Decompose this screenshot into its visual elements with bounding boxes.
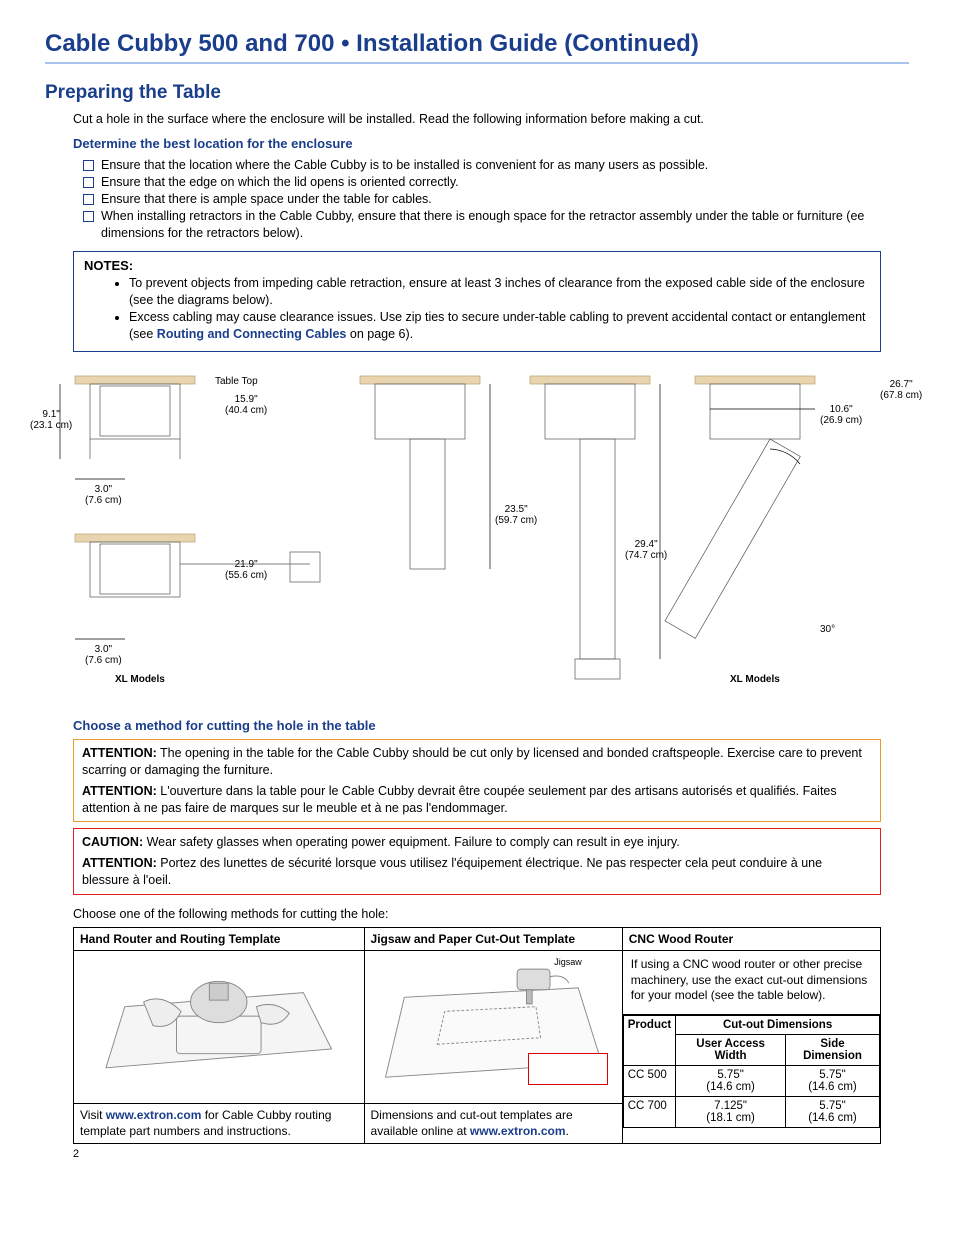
dim: (74.7 cm) (625, 550, 667, 561)
dim: (55.6 cm) (225, 570, 267, 581)
dim: (7.6 cm) (85, 655, 122, 666)
dim: (7.6 cm) (85, 495, 122, 506)
caution-text: Wear safety glasses when operating power… (147, 835, 680, 849)
router-image-cell (74, 951, 365, 1104)
td-product: CC 700 (623, 1096, 675, 1127)
note-item: Excess cabling may cause clearance issue… (129, 309, 870, 343)
th-side: Side Dimension (785, 1034, 879, 1065)
note-text-after: on page 6). (346, 327, 413, 341)
subheading-cutting: Choose a method for cutting the hole in … (73, 718, 909, 733)
page-title: Cable Cubby 500 and 700 • Installation G… (45, 30, 909, 64)
page-number: 2 (73, 1148, 909, 1160)
method-header: Jigsaw and Paper Cut-Out Template (364, 928, 622, 951)
attention-text: The opening in the table for the Cable C… (82, 746, 862, 777)
dim: 10.6" (830, 404, 853, 415)
th-product: Product (623, 1015, 675, 1065)
dim: (59.7 cm) (495, 515, 537, 526)
dim: (40.4 cm) (225, 405, 267, 416)
method-header: Hand Router and Routing Template (74, 928, 365, 951)
td-dim: 5.75"(14.6 cm) (785, 1065, 879, 1096)
xl-label: XL Models (115, 674, 165, 685)
methods-table: Hand Router and Routing Template Jigsaw … (73, 927, 881, 1144)
dim: 9.1" (42, 409, 59, 420)
note-item: To prevent objects from impeding cable r… (129, 275, 870, 309)
dim: 29.4" (635, 539, 658, 550)
td-product: CC 500 (623, 1065, 675, 1096)
cutout-dimensions-table: Product Cut-out Dimensions User Access W… (623, 1015, 880, 1128)
caution-label: ATTENTION: (82, 856, 157, 870)
caution-label: CAUTION: (82, 835, 143, 849)
notes-label: NOTES: (84, 258, 133, 273)
attention-text: L'ouverture dans la table pour le Cable … (82, 784, 837, 815)
caution-text: Portez des lunettes de sécurité lorsque … (82, 856, 822, 887)
xl-label: XL Models (730, 674, 780, 685)
attention-label: ATTENTION: (82, 784, 157, 798)
extron-link[interactable]: www.extron.com (470, 1124, 566, 1138)
routing-link[interactable]: Routing and Connecting Cables (157, 327, 347, 341)
jigsaw-footer: Dimensions and cut-out templates are ava… (364, 1104, 622, 1144)
dim: 26.7" (890, 379, 913, 390)
choose-text: Choose one of the following methods for … (73, 907, 909, 921)
td-dim: 5.75"(14.6 cm) (676, 1065, 786, 1096)
warning-sticker (528, 1053, 608, 1085)
dim: 23.5" (505, 504, 528, 515)
check-item: When installing retractors in the Cable … (83, 208, 909, 242)
angle-label: 30° (820, 624, 835, 635)
checklist: Ensure that the location where the Cable… (83, 157, 909, 241)
th-width: User Access Width (676, 1034, 786, 1065)
subheading-location: Determine the best location for the encl… (73, 136, 909, 151)
dim: (26.9 cm) (820, 415, 862, 426)
check-item: Ensure that the location where the Cable… (83, 157, 909, 174)
jigsaw-label: Jigsaw (554, 957, 582, 967)
check-item: Ensure that the edge on which the lid op… (83, 174, 909, 191)
extron-link[interactable]: www.extron.com (106, 1108, 202, 1122)
dim: 3.0" (95, 644, 112, 655)
method-header: CNC Wood Router (622, 928, 880, 951)
check-item: Ensure that there is ample space under t… (83, 191, 909, 208)
section-title: Preparing the Table (45, 82, 909, 104)
attention-box: ATTENTION: The opening in the table for … (73, 739, 881, 823)
th-dims: Cut-out Dimensions (676, 1015, 880, 1034)
attention-label: ATTENTION: (82, 746, 157, 760)
table-top-label: Table Top (215, 376, 258, 387)
router-footer: Visit www.extron.com for Cable Cubby rou… (74, 1104, 365, 1144)
intro-text: Cut a hole in the surface where the encl… (73, 112, 909, 126)
caution-box: CAUTION: Wear safety glasses when operat… (73, 828, 881, 895)
notes-box: NOTES: To prevent objects from impeding … (73, 251, 881, 352)
clearance-diagram: Table Top 9.1" (23.1 cm) 15.9" (40.4 cm)… (30, 364, 924, 704)
td-dim: 5.75"(14.6 cm) (785, 1096, 879, 1127)
dim: 15.9" (235, 394, 258, 405)
dim: 21.9" (235, 559, 258, 570)
dim: (23.1 cm) (30, 420, 72, 431)
dim: (67.8 cm) (880, 390, 922, 401)
dim: 3.0" (95, 484, 112, 495)
td-dim: 7.125"(18.1 cm) (676, 1096, 786, 1127)
cnc-description: If using a CNC wood router or other prec… (623, 951, 880, 1015)
jigsaw-image-cell: Jigsaw (364, 951, 622, 1104)
